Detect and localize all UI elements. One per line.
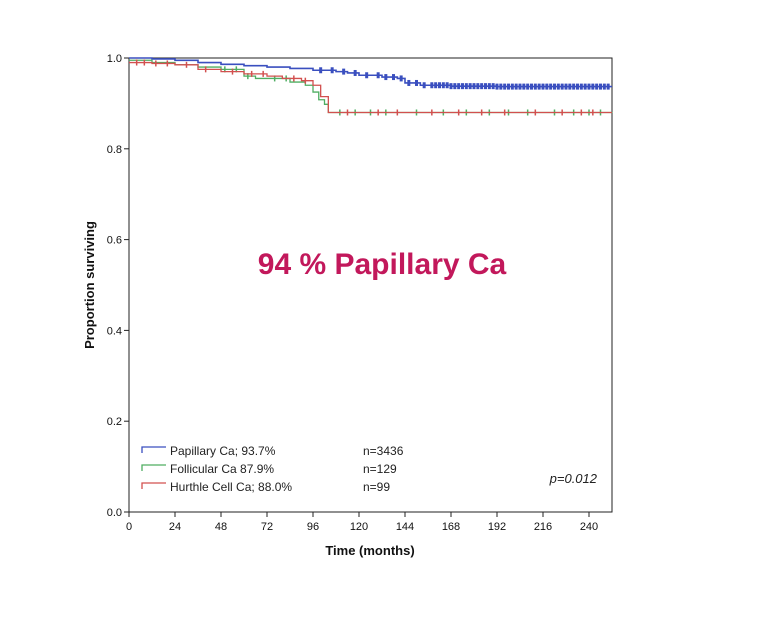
x-tick-label: 240 (580, 521, 598, 533)
y-tick-label: 0.2 (107, 416, 122, 428)
legend-n: n=99 (363, 480, 390, 494)
y-tick-label: 0.8 (107, 144, 122, 156)
legend-n: n=3436 (363, 444, 404, 458)
series-line-papillary (129, 57, 612, 88)
legend-swatch-follicular (141, 464, 166, 471)
legend-n: n=129 (363, 462, 397, 476)
series-layer (129, 57, 613, 116)
x-tick-label: 168 (442, 521, 460, 533)
legend-label: Hurthle Cell Ca; 88.0% (170, 480, 292, 494)
x-tick-label: 72 (261, 521, 273, 533)
legend-label: Follicular Ca 87.9% (170, 462, 274, 476)
y-tick-label: 0.0 (107, 507, 122, 519)
y-tick-label: 1.0 (107, 53, 122, 65)
x-tick-label: 48 (215, 521, 227, 533)
x-tick-label: 216 (534, 521, 552, 533)
headline-annotation: 94 % Papillary Ca (258, 248, 507, 281)
x-tick-label: 192 (488, 521, 506, 533)
x-tick-label: 96 (307, 521, 319, 533)
plot-area-frame (128, 57, 613, 513)
y-axis-title: Proportion surviving (82, 221, 97, 349)
x-tick-label: 24 (169, 521, 181, 533)
x-tick-label: 120 (350, 521, 368, 533)
y-tick-label: 0.4 (107, 325, 122, 337)
legend-swatch-hurthle (141, 482, 166, 489)
x-tick-label: 144 (396, 521, 414, 533)
legend-label: Papillary Ca; 93.7% (170, 444, 276, 458)
p-value-label: p=0.012 (549, 471, 598, 486)
axis-ticks: 0 24 48 72 96 120 144 168 192 216 240 0.0 0.2 0.4 0.6 0… (107, 53, 598, 533)
legend: Papillary Ca; 93.7% n=3436 Follicular Ca 8… (141, 444, 404, 494)
x-axis-title: Time (months) (325, 543, 414, 558)
series-line-hurthle (129, 61, 612, 114)
x-tick-label: 0 (126, 521, 132, 533)
legend-swatch-papillary (141, 446, 166, 453)
y-tick-label: 0.6 (107, 235, 122, 247)
